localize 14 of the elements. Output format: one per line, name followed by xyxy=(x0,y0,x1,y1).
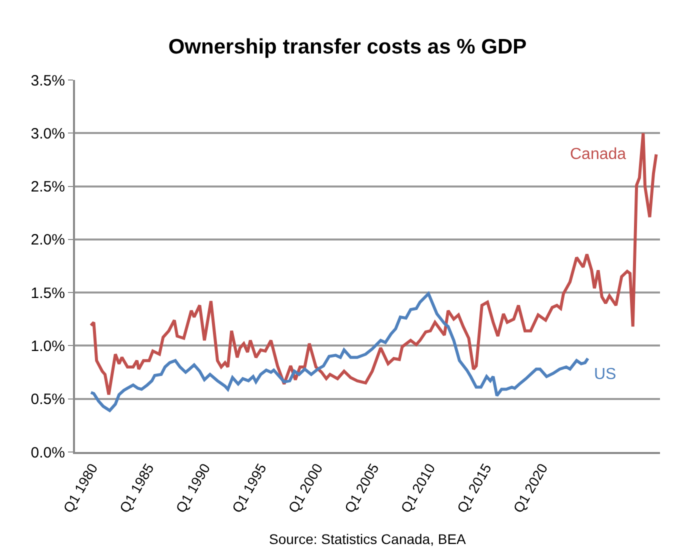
chart-title: Ownership transfer costs as % GDP xyxy=(168,36,527,59)
y-tick-label: 2.0% xyxy=(30,232,65,249)
y-tick-label: 3.0% xyxy=(30,125,65,142)
y-tick-label: 2.5% xyxy=(30,178,65,196)
y-tick-label: 0.5% xyxy=(30,391,65,408)
line-series xyxy=(89,132,658,396)
y-tick-label: 1.0% xyxy=(30,338,65,355)
source-note: Source: Statistics Canada, BEA xyxy=(269,531,467,547)
y-tick-label: 0.0% xyxy=(30,444,65,462)
line-series xyxy=(89,292,590,412)
y-tick-label: 3.5% xyxy=(30,72,65,90)
series-label: US xyxy=(594,366,616,383)
series-label: Canada xyxy=(570,146,626,163)
y-tick-label: 1.5% xyxy=(30,284,65,302)
